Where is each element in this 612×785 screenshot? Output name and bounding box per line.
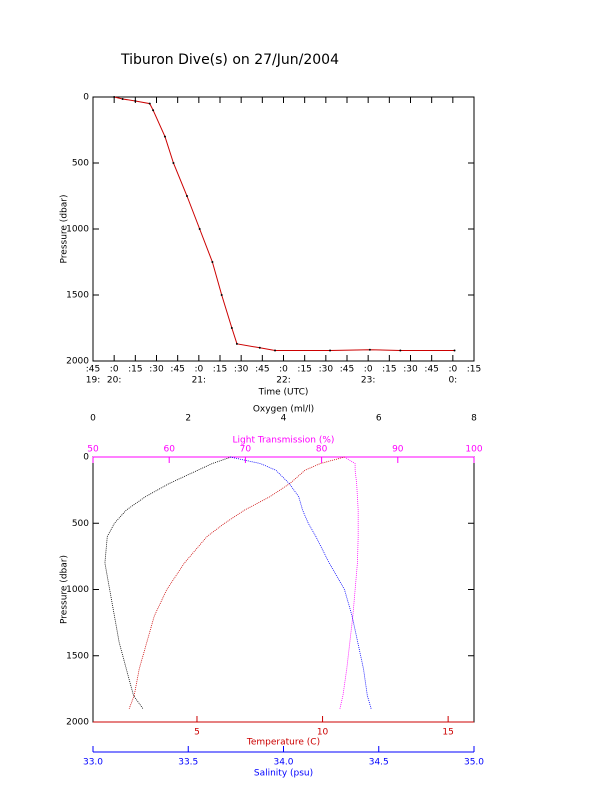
y-tick-label: 0: [83, 453, 89, 463]
y-axis-title: Pressure (dbar): [60, 555, 70, 624]
y-tick-label: 1000: [66, 225, 89, 235]
point: [148, 102, 151, 105]
point: [258, 346, 261, 349]
point: [185, 195, 188, 197]
plot-frame: [92, 96, 475, 362]
x-tick-label: 6: [376, 414, 382, 424]
x-tick-label: 50: [87, 445, 99, 455]
x-tick-label: 60: [163, 445, 175, 455]
point: [163, 135, 166, 138]
x-tick-label: :30: [403, 365, 418, 375]
x-tick-label: 4: [281, 414, 287, 424]
point: [198, 228, 201, 230]
x-tick-label: :0: [194, 365, 203, 375]
x-tick-label: 35.0: [464, 758, 484, 768]
x-axis-title: Time (UTC): [258, 388, 309, 398]
x-tick-label: :15: [467, 365, 481, 375]
x-tick-label: 8: [471, 414, 477, 424]
x-tick-label: 33.5: [178, 758, 198, 768]
x-tick-label: 0: [90, 414, 96, 424]
x-axis-title: Light Transmission (%): [233, 436, 335, 446]
point: [235, 342, 238, 345]
y-axis-title: Pressure (dbar): [60, 195, 70, 264]
x-tick-label: :15: [128, 365, 142, 375]
point: [368, 348, 371, 351]
x-tick-hour-label: 19:: [86, 376, 100, 386]
x-tick-label: :45: [170, 365, 184, 375]
x-tick-label: :15: [382, 365, 396, 375]
x-tick-label: 34.5: [369, 758, 389, 768]
series-line: [128, 456, 345, 709]
x-axis-title: Oxygen (ml/l): [253, 405, 314, 415]
point: [230, 327, 233, 329]
series-line: [104, 456, 232, 709]
x-tick-label: 100: [465, 445, 482, 455]
x-tick-label: :30: [234, 365, 249, 375]
x-tick-label: :45: [255, 365, 269, 375]
x-axis-title: Temperature (C): [246, 738, 320, 748]
point: [211, 261, 214, 263]
x-tick-hour-label: 23:: [361, 376, 375, 386]
x-tick-label: :0: [448, 365, 457, 375]
x-tick-label: 5: [194, 728, 200, 738]
point: [134, 99, 137, 102]
x-tick-label: :15: [297, 365, 311, 375]
y-tick-label: 1500: [66, 651, 89, 661]
x-tick-label: :45: [424, 365, 438, 375]
x-tick-label: :0: [110, 365, 119, 375]
point: [172, 162, 175, 164]
y-tick-label: 500: [72, 159, 89, 169]
series-line: [339, 456, 359, 709]
x-tick-hour-label: 0:: [448, 376, 457, 386]
series-line: [230, 456, 372, 709]
point: [152, 109, 155, 112]
x-tick-hour-label: 22:: [276, 376, 290, 386]
y-tick-label: 0: [83, 93, 89, 103]
x-tick-label: 34.0: [273, 758, 293, 768]
x-tick-label: 80: [316, 445, 328, 455]
x-axis-title: Salinity (psu): [254, 769, 313, 779]
point: [121, 97, 124, 100]
y-tick-label: 500: [72, 519, 89, 529]
series-line: [114, 96, 455, 351]
point: [399, 349, 402, 352]
point: [274, 349, 277, 352]
x-tick-label: :45: [86, 365, 100, 375]
x-tick-label: :0: [279, 365, 288, 375]
point: [113, 96, 116, 98]
x-tick-hour-label: 21:: [192, 376, 206, 386]
x-tick-label: 10: [317, 728, 329, 738]
y-tick-label: 2000: [66, 718, 89, 728]
x-tick-label: 33.0: [83, 758, 103, 768]
x-tick-hour-label: 20:: [107, 376, 121, 386]
chart-title: Tiburon Dive(s) on 27/Jun/2004: [120, 52, 339, 68]
x-tick-label: :0: [364, 365, 373, 375]
x-tick-label: :30: [149, 365, 164, 375]
point: [220, 294, 223, 296]
x-tick-label: :30: [319, 365, 334, 375]
x-tick-label: 70: [240, 445, 252, 455]
x-tick-label: 90: [392, 445, 404, 455]
plot-frame: [92, 456, 475, 723]
point: [453, 349, 456, 352]
y-tick-label: 2000: [66, 357, 89, 367]
x-tick-label: :15: [213, 365, 227, 375]
y-tick-label: 1500: [66, 291, 89, 301]
point: [329, 349, 332, 352]
x-tick-label: :45: [340, 365, 354, 375]
y-tick-label: 1000: [66, 585, 89, 595]
x-tick-label: 15: [442, 728, 453, 738]
x-tick-label: 2: [185, 414, 191, 424]
